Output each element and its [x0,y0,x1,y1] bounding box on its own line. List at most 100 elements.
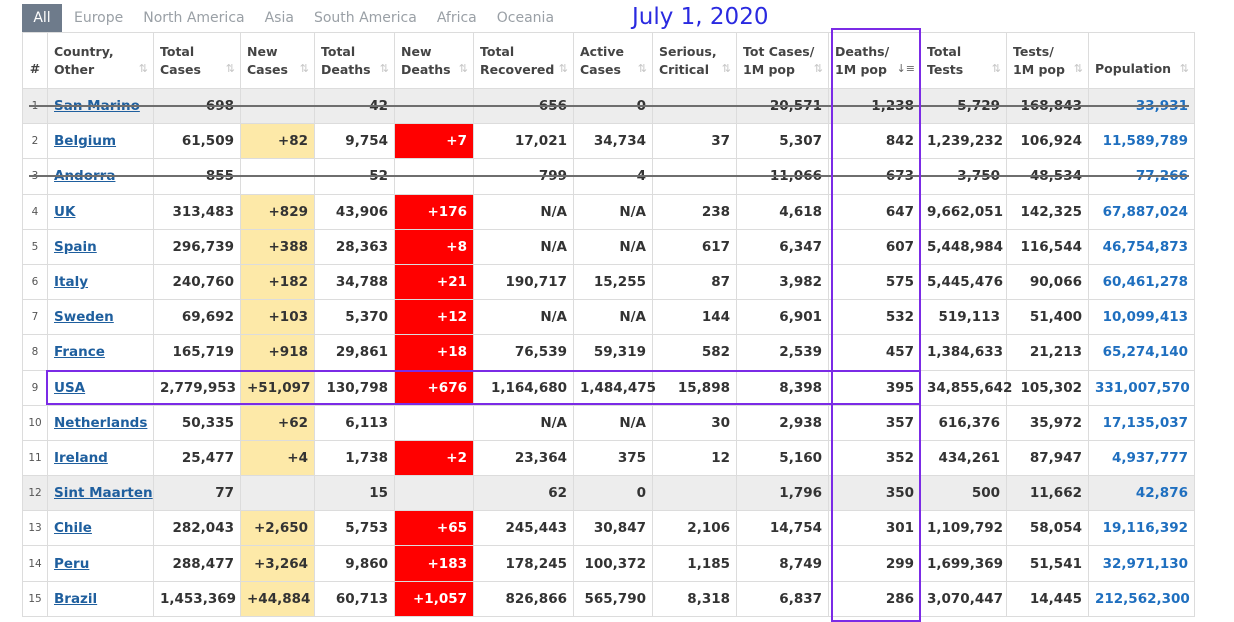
tests-per-million-cell: 116,544 [1007,229,1089,264]
country-cell[interactable]: Netherlands [48,405,154,440]
sort-icon[interactable]: ⇅ [722,60,731,78]
total-deaths-cell: 5,753 [315,511,395,546]
column-header-label-line2: 1M pop [1013,61,1082,79]
sort-icon[interactable]: ⇅ [226,60,235,78]
country-cell[interactable]: Belgium [48,124,154,159]
column-header-label-line2: Critical [659,61,730,79]
population-cell[interactable]: 19,116,392 [1089,511,1195,546]
country-link[interactable]: Netherlands [54,415,147,431]
column-header-0[interactable]: # [23,33,48,89]
population-cell[interactable]: 42,876 [1089,476,1195,511]
cases-per-million-cell: 8,749 [737,546,829,581]
country-link[interactable]: Ireland [54,450,108,466]
total-cases-cell: 282,043 [154,511,241,546]
country-cell[interactable]: Ireland [48,440,154,475]
serious-critical-cell: 2,106 [653,511,737,546]
country-link[interactable]: Belgium [54,133,116,149]
country-link[interactable]: Sint Maarten [54,485,153,501]
tab-all[interactable]: All [22,4,62,32]
country-cell[interactable]: Italy [48,264,154,299]
date-annotation: July 1, 2020 [632,4,768,30]
column-header-1[interactable]: Country,Other⇅ [48,33,154,89]
active-cases-cell: 34,734 [574,124,653,159]
new-deaths-cell: +183 [395,546,474,581]
sort-icon[interactable]: ⇅ [638,60,647,78]
population-cell[interactable]: 67,887,024 [1089,194,1195,229]
population-cell[interactable]: 60,461,278 [1089,264,1195,299]
tab-north-america[interactable]: North America [135,4,252,32]
country-link[interactable]: Peru [54,556,89,572]
total-recovered-cell: N/A [474,229,574,264]
population-cell[interactable]: 11,589,789 [1089,124,1195,159]
sort-icon[interactable]: ⇅ [1180,60,1189,78]
column-header-12[interactable]: Tests/1M pop⇅ [1007,33,1089,89]
population-cell[interactable]: 331,007,570 [1089,370,1195,405]
population-cell[interactable]: 32,971,130 [1089,546,1195,581]
country-cell[interactable]: UK [48,194,154,229]
tab-europe[interactable]: Europe [66,4,131,32]
active-cases-cell: 375 [574,440,653,475]
sort-icon[interactable]: ⇅ [992,60,1001,78]
total-recovered-cell: N/A [474,194,574,229]
new-cases-cell: +182 [241,264,315,299]
country-link[interactable]: Chile [54,520,92,536]
active-cases-cell: N/A [574,229,653,264]
population-cell[interactable]: 4,937,777 [1089,440,1195,475]
population-cell[interactable]: 46,754,873 [1089,229,1195,264]
country-cell[interactable]: Spain [48,229,154,264]
country-cell[interactable]: Brazil [48,581,154,616]
country-link[interactable]: France [54,344,105,360]
country-cell[interactable]: Sweden [48,300,154,335]
country-link[interactable]: Italy [54,274,88,290]
tab-south-america[interactable]: South America [306,4,425,32]
country-cell[interactable]: France [48,335,154,370]
table-body: 1San Marino69842656020,5711,2385,729168,… [23,89,1195,617]
country-cell[interactable]: Peru [48,546,154,581]
country-link[interactable]: UK [54,204,75,220]
column-header-13[interactable]: Population⇅ [1089,33,1195,89]
country-link[interactable]: Brazil [54,591,97,607]
country-cell[interactable]: Sint Maarten [48,476,154,511]
country-cell[interactable]: Chile [48,511,154,546]
new-cases-cell: +829 [241,194,315,229]
total-tests-cell: 519,113 [921,300,1007,335]
population-cell[interactable]: 17,135,037 [1089,405,1195,440]
sort-icon[interactable]: ⇅ [380,60,389,78]
sort-icon[interactable]: ⇅ [459,60,468,78]
sort-icon[interactable]: ⇅ [1074,60,1083,78]
column-header-label-line2: Recovered [480,61,567,79]
total-cases-cell: 296,739 [154,229,241,264]
column-header-8[interactable]: Serious,Critical⇅ [653,33,737,89]
population-cell[interactable]: 10,099,413 [1089,300,1195,335]
country-link[interactable]: Sweden [54,309,114,325]
new-deaths-cell: +1,057 [395,581,474,616]
country-link[interactable]: Spain [54,239,97,255]
sort-icon[interactable]: ⇅ [139,60,148,78]
column-header-9[interactable]: Tot Cases/1M pop⇅ [737,33,829,89]
tests-per-million-cell: 35,972 [1007,405,1089,440]
tab-oceania[interactable]: Oceania [489,4,562,32]
tests-per-million-cell: 90,066 [1007,264,1089,299]
active-cases-cell: 0 [574,476,653,511]
new-deaths-cell: +18 [395,335,474,370]
sort-icon[interactable]: ⇅ [814,60,823,78]
total-cases-cell: 288,477 [154,546,241,581]
sort-icon[interactable]: ⇅ [559,60,568,78]
highlight-column-box [831,28,921,622]
total-recovered-cell: N/A [474,405,574,440]
new-deaths-cell: +21 [395,264,474,299]
row-number: 12 [23,476,48,511]
sort-icon[interactable]: ⇅ [300,60,309,78]
population-cell[interactable]: 212,562,300 [1089,581,1195,616]
population-cell[interactable]: 65,274,140 [1089,335,1195,370]
tab-asia[interactable]: Asia [257,4,302,32]
column-header-label-line1: Tests/ [1013,43,1082,61]
tab-africa[interactable]: Africa [429,4,485,32]
